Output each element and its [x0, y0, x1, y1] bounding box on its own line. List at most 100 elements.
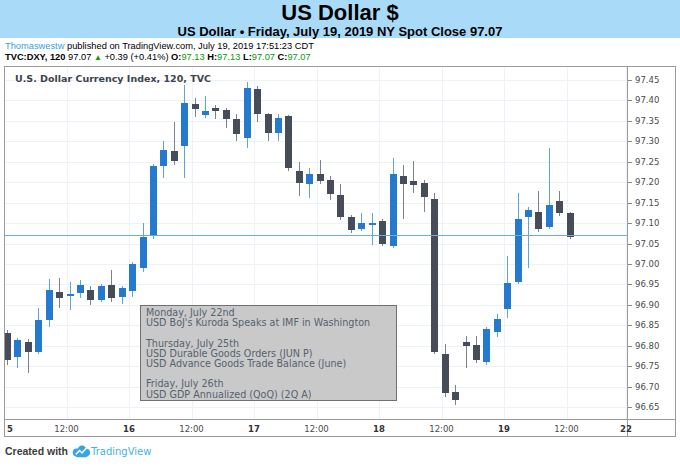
ticker-line: TVC:DXY, 120 97.07 ▲ +0.39 (+0.41%) O:97… — [5, 52, 311, 62]
candle-body — [140, 237, 147, 268]
candle-body — [192, 104, 199, 110]
h-gridline — [5, 203, 627, 204]
ohlc-key: C: — [275, 52, 287, 62]
footer-credit: Created withTradingView — [5, 445, 151, 458]
h-gridline — [5, 100, 627, 101]
ohlc-value: 97.07 — [252, 52, 275, 62]
ticker-change: +0.39 (+0.41%) — [104, 52, 168, 62]
candle-body — [14, 340, 21, 357]
x-tick-label: 12:00 — [179, 424, 204, 434]
candle-body — [285, 116, 292, 168]
x-tick-label: 12:00 — [429, 424, 454, 434]
candle-body — [244, 88, 251, 138]
y-tickmark — [628, 121, 632, 122]
candle-body — [108, 285, 115, 299]
up-arrow-icon: ▲ — [94, 53, 102, 62]
y-tick-label: 96.75 — [635, 361, 659, 371]
candle-wick — [413, 161, 414, 193]
candle-body — [25, 342, 32, 353]
y-tick-label: 97.35 — [635, 116, 659, 126]
candle-body — [452, 392, 459, 400]
x-tick-label: 18 — [373, 424, 385, 434]
h-gridline — [5, 223, 627, 224]
candle-body — [337, 195, 344, 217]
h-gridline — [5, 284, 627, 285]
last-price-line — [5, 235, 627, 236]
candle-body — [35, 320, 42, 352]
h-gridline — [5, 162, 627, 163]
candle-body — [442, 354, 449, 393]
candle-wick — [372, 213, 373, 245]
annotation-line: USD BoJ's Kuroda Speaks at IMF in Washin… — [146, 318, 391, 328]
candle-body — [400, 176, 407, 184]
page-subtitle: US Dollar • Friday, July 19, 2019 NY Spo… — [0, 25, 680, 38]
candle-body — [556, 201, 563, 212]
h-gridline — [5, 407, 627, 408]
candle-body — [212, 108, 219, 111]
chart-series-label: U.S. Dollar Currency Index, 120, TVC — [15, 73, 211, 84]
candle-body — [483, 329, 490, 362]
candle-body — [369, 223, 376, 225]
y-tickmark — [628, 325, 632, 326]
ohlc-value: 97.13 — [181, 52, 204, 62]
candle-body — [421, 183, 428, 197]
ohlc-value: 97.13 — [217, 52, 240, 62]
candle-body — [87, 290, 94, 300]
h-gridline — [5, 244, 627, 245]
candle-body — [515, 219, 522, 282]
candle-body — [546, 205, 553, 228]
price-axis[interactable]: 97.4597.4097.3597.3097.2597.2097.1597.10… — [628, 67, 675, 419]
y-tickmark — [628, 162, 632, 163]
x-tick-label: 12:00 — [304, 424, 329, 434]
ohlc-key: O: — [171, 52, 181, 62]
author-link[interactable]: Thomaswestw — [5, 41, 64, 51]
candle-body — [410, 181, 417, 185]
tradingview-logo-icon[interactable] — [72, 445, 91, 458]
candle-body — [327, 180, 334, 195]
candle-body — [233, 119, 240, 134]
candle-body — [358, 223, 365, 229]
x-tick-label: 19 — [498, 424, 510, 434]
x-tick-label: 12:00 — [554, 424, 579, 434]
ohlc-value: 97.07 — [287, 52, 310, 62]
candle-body — [150, 166, 157, 236]
h-gridline — [5, 264, 627, 265]
candle-body — [77, 285, 84, 293]
y-tickmark — [628, 100, 632, 101]
time-axis[interactable]: 512:001612:001712:001812:001912:0022 — [5, 419, 675, 436]
candle-body — [296, 171, 303, 183]
y-tick-label: 97.45 — [635, 75, 659, 85]
annotation-note[interactable]: Monday, July 22ndUSD BoJ's Kuroda Speaks… — [140, 305, 397, 401]
candle-body — [202, 111, 209, 115]
x-tick-label: 12:00 — [54, 424, 79, 434]
y-tick-label: 97.30 — [635, 136, 659, 146]
candle-body — [129, 264, 136, 291]
y-tick-label: 96.95 — [635, 279, 659, 289]
candle-body — [265, 114, 272, 132]
x-tick-label: 5 — [7, 424, 13, 434]
y-tick-label: 96.90 — [635, 300, 659, 310]
attribution-text: published on TradingView.com, July 19, 2… — [64, 41, 313, 51]
y-tick-label: 96.65 — [635, 402, 659, 412]
y-tickmark — [628, 244, 632, 245]
candle-wick — [403, 165, 404, 219]
annotation-line: USD Advance Goods Trade Balance (June) — [146, 359, 391, 369]
x-tick-label: 17 — [248, 424, 260, 434]
candle-body — [348, 217, 355, 230]
candle-wick — [215, 105, 216, 119]
tradingview-brand[interactable]: TradingView — [91, 446, 151, 457]
y-tick-label: 97.05 — [635, 239, 659, 249]
candle-body — [535, 212, 542, 230]
candle-body — [181, 103, 188, 147]
y-tick-label: 97.15 — [635, 198, 659, 208]
y-tickmark — [628, 141, 632, 142]
y-tickmark — [628, 366, 632, 367]
candle-body — [463, 342, 470, 347]
candle-body — [317, 174, 324, 181]
candle-body — [5, 333, 11, 360]
y-tick-label: 96.80 — [635, 341, 659, 351]
annotation-line: USD GDP Annualized (QoQ) (2Q A) — [146, 390, 391, 400]
candle-body — [119, 288, 126, 297]
candle-body — [160, 150, 167, 166]
y-tickmark — [628, 305, 632, 306]
